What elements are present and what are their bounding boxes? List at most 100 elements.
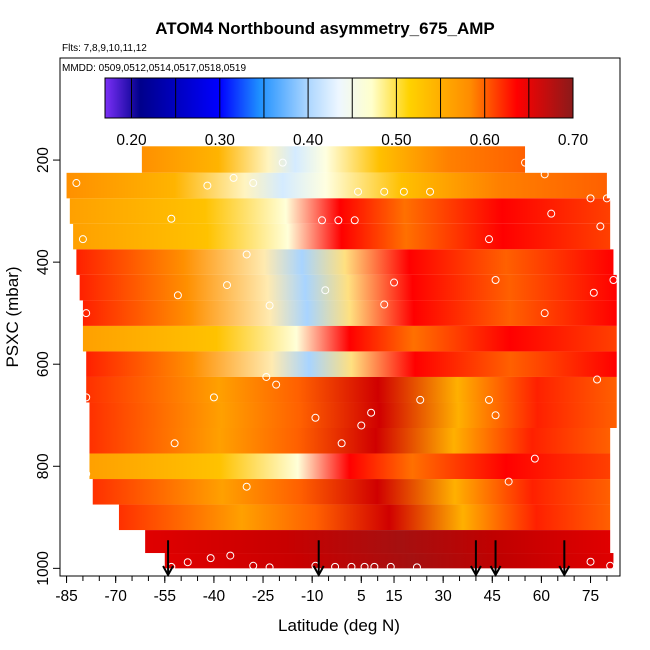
heatmap-row [145, 530, 611, 554]
sample-marker [347, 562, 356, 571]
colorbar-tick-label: 0.60 [470, 132, 501, 149]
sample-marker [357, 421, 366, 430]
sample-marker [416, 395, 425, 404]
sample-marker [173, 291, 182, 300]
sample-marker [108, 158, 117, 167]
sample-marker [412, 563, 421, 572]
plot-frame [59, 57, 621, 577]
y-tick-label: 600 [35, 351, 52, 377]
colorbar-tick-label: 0.30 [205, 132, 236, 149]
heatmap-row [89, 402, 617, 428]
sample-marker [540, 170, 549, 179]
sample-marker [209, 393, 218, 402]
sample-marker [249, 179, 258, 188]
y-tick-label: 800 [35, 453, 52, 479]
colorbar-tick-label: 0.70 [558, 132, 589, 149]
sample-marker [485, 395, 494, 404]
sample-marker [350, 216, 359, 225]
sample-marker [242, 482, 251, 491]
sample-marker [170, 439, 179, 448]
x-tick-label: 5 [357, 588, 366, 605]
x-tick-label: -70 [104, 588, 127, 605]
sample-marker [262, 372, 271, 381]
sample-marker [229, 173, 238, 182]
sample-marker [426, 187, 435, 196]
x-tick-label: 30 [435, 588, 453, 605]
sample-marker [265, 301, 274, 310]
sample-marker [82, 309, 91, 318]
sample-marker [354, 187, 363, 196]
x-axis-label: Latitude (deg N) [278, 616, 400, 635]
sample-marker [485, 235, 494, 244]
x-tick-label: 60 [533, 588, 551, 605]
x-tick-label: -85 [55, 588, 77, 605]
sample-marker [226, 551, 235, 560]
heatmap [66, 146, 617, 569]
colorbar-dividers [130, 78, 530, 118]
dates-label: MMDD: 0509,0512,0514,0517,0518,0519 [62, 63, 246, 74]
y-tick-label: 200 [35, 147, 52, 173]
sample-marker [380, 187, 389, 196]
y-tick-label: 1000 [35, 551, 52, 586]
heatmap-row [86, 351, 617, 377]
sample-marker [331, 562, 340, 571]
sample-marker [367, 408, 376, 417]
colorbar: 0.20 0.30 0.40 0.50 0.60 0.70 [104, 77, 589, 149]
sample-marker [223, 281, 232, 290]
sample-marker [272, 380, 281, 389]
sample-marker [609, 276, 618, 284]
sample-marker [360, 562, 369, 571]
heatmap-row [89, 453, 611, 480]
sample-marker [563, 158, 572, 167]
sample-marker [602, 194, 611, 203]
sample-marker [321, 286, 330, 295]
sample-marker [593, 375, 602, 384]
sample-marker [540, 309, 549, 318]
sample-marker [82, 469, 91, 478]
sample-markers [59, 158, 618, 572]
sample-marker [206, 554, 215, 563]
heatmap-row [141, 146, 526, 173]
sample-marker [504, 477, 513, 486]
colorbar-body [104, 77, 574, 119]
colorbar-tick-label: 0.40 [293, 132, 324, 149]
sample-marker [380, 300, 389, 309]
sample-marker [521, 158, 530, 167]
heatmap-row [89, 428, 611, 454]
sample-marker [249, 561, 258, 570]
heatmap-row [82, 300, 617, 326]
sample-marker [491, 276, 500, 284]
arrow-head [312, 565, 325, 578]
heatmap-row [164, 553, 614, 569]
x-tick-label: 45 [484, 588, 501, 605]
sample-marker [59, 161, 68, 170]
sample-marker [317, 216, 326, 225]
chart-title: ATOM4 Northbound asymmetry_675_AMP [155, 19, 494, 38]
x-tick-label: 75 [582, 588, 599, 605]
heatmap-row [66, 172, 607, 199]
sample-marker [596, 222, 605, 231]
heatmap-row [69, 198, 611, 224]
sample-marker [203, 181, 212, 190]
x-tick-label: -10 [301, 588, 324, 605]
arrow-head [470, 565, 482, 578]
arrow-head [558, 565, 571, 578]
sample-marker [311, 413, 320, 422]
heatmap-row [73, 223, 611, 250]
arrow-head [162, 565, 174, 578]
sample-marker [530, 454, 539, 463]
sample-marker [586, 557, 595, 566]
flights-label: Flts: 7,8,9,10,11,12 [62, 43, 147, 54]
sample-marker [183, 558, 192, 567]
heatmap-row [79, 274, 617, 301]
sample-marker [399, 187, 408, 196]
sample-marker [589, 159, 598, 168]
x-axis: -85 -70 -55 -40 -25 -10 5 15 30 45 60 75 [55, 576, 608, 605]
heatmap-row [92, 479, 611, 505]
sample-marker [334, 216, 343, 225]
heatmap-row [76, 249, 614, 275]
colorbar-tick-label: 0.50 [381, 132, 412, 149]
sample-marker [547, 209, 556, 218]
sample-marker [242, 250, 251, 259]
